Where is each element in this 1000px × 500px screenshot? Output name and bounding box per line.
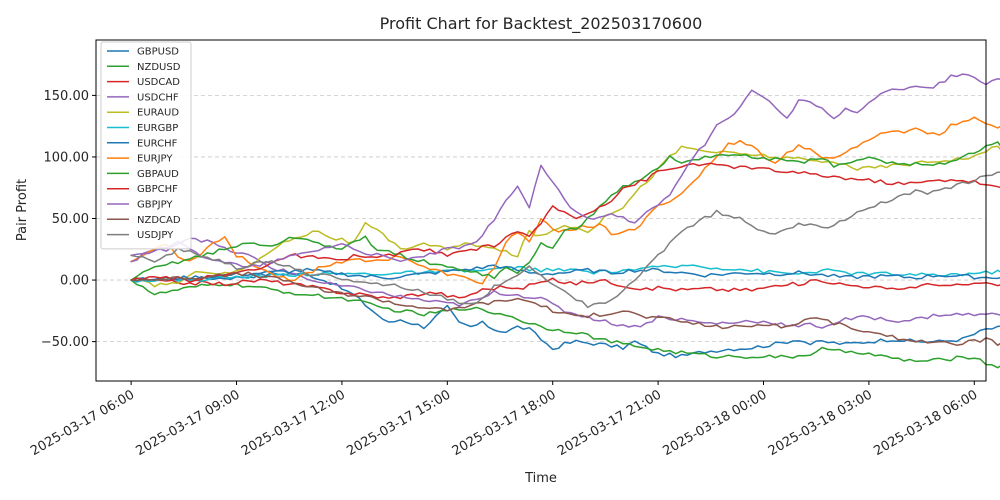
legend-label-eurgbp: EURGBP [137,123,178,134]
y-tick-label: 150.00 [44,89,90,104]
legend-label-gbpchf: GBPCHF [137,184,178,195]
series-line-gbpjpy [130,73,1000,268]
x-tick-label: 2025-03-17 12:00 [239,387,348,459]
legend-label-eurjpy: EURJPY [137,154,173,165]
legend-label-eurchf: EURCHF [137,138,178,149]
legend-label-gbpaud: GBPAUD [137,169,179,180]
legend-label-usdjpy: USDJPY [137,230,174,241]
x-tick-label: 2025-03-17 09:00 [134,387,243,459]
legend-label-euraud: EURAUD [137,108,179,119]
legend-label-nzdcad: NZDCAD [137,215,181,226]
chart-title: Profit Chart for Backtest_202503170600 [380,14,703,34]
series-line-usdjpy [130,171,1000,309]
y-axis-label: Pair Profit [15,179,30,241]
legend-label-usdchf: USDCHF [137,92,179,103]
y-tick-label: −50.00 [41,335,89,350]
legend-label-gbpusd: GBPUSD [137,47,179,58]
x-tick-label: 2025-03-17 06:00 [28,387,137,459]
series-line-gbpaud [130,141,1000,281]
x-tick-label: 2025-03-18 06:00 [871,387,980,459]
x-tick-label: 2025-03-18 03:00 [766,387,875,459]
legend-label-nzdusd: NZDUSD [137,62,181,73]
series-line-nzdcad [130,271,1000,347]
plot-frame [95,39,987,382]
y-tick-label: 50.00 [52,212,89,227]
x-tick-label: 2025-03-17 21:00 [555,387,664,459]
y-tick-label: 0.00 [60,274,89,289]
x-tick-label: 2025-03-17 15:00 [344,387,453,459]
series-line-eurjpy [130,116,1000,285]
series-line-nzdusd [130,279,1000,369]
series-line-eurchf [130,264,1000,282]
series-line-usdcad [130,277,1000,300]
legend-label-gbpjpy: GBPJPY [137,200,173,211]
y-axis: −50.00 0.00 50.00 100.00 150.00 [41,89,96,350]
y-tick-label: 100.00 [44,150,90,165]
x-tick-label: 2025-03-17 18:00 [450,387,559,459]
legend: GBPUSD NZDUSD USDCAD USDCHF EURAUD EURGBP EURC… [100,41,192,250]
x-axis-label: Time [524,471,557,486]
series-line-gbpusd [130,271,1000,359]
series-lines [130,73,1000,369]
legend-frame [100,41,192,250]
legend-label-usdcad: USDCAD [137,77,180,88]
x-tick-label: 2025-03-18 00:00 [661,387,770,459]
